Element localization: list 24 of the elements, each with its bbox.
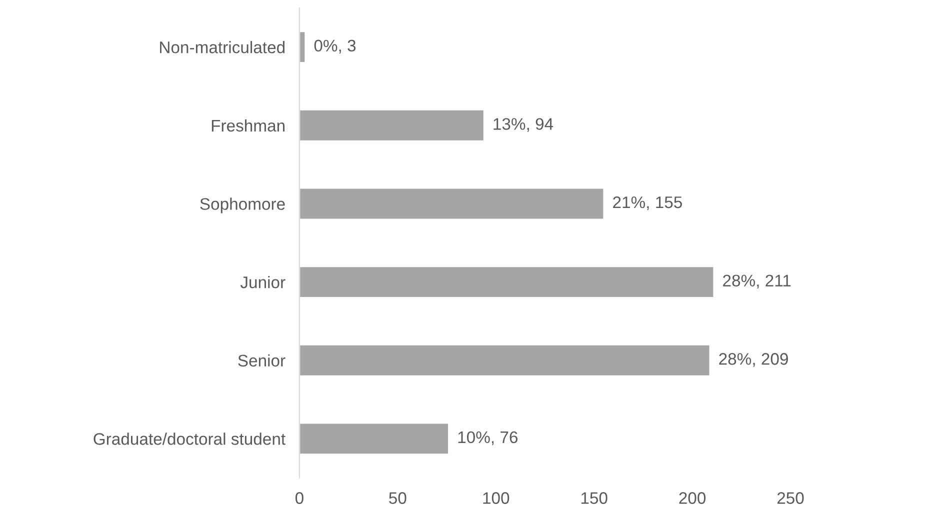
y-tick-label: Graduate/doctoral student — [94, 432, 286, 445]
data-label: 28%, 211 — [723, 274, 791, 288]
y-tick-label: Freshman — [212, 119, 284, 132]
y-tick-label: Sophomore — [200, 198, 285, 214]
y-tick-label: Senior — [238, 354, 286, 367]
data-label: 28%, 209 — [719, 353, 788, 367]
y-tick-label: Junior — [240, 276, 286, 288]
bar — [299, 422, 450, 456]
data-label: 0%, 3 — [314, 40, 356, 54]
bar — [299, 30, 306, 64]
bar — [299, 187, 605, 220]
y-tick-label: Non-matriculated — [160, 41, 285, 54]
bar — [299, 266, 715, 298]
data-label: 10%, 76 — [458, 431, 518, 446]
bar — [299, 109, 485, 142]
x-tick-label: 150 — [581, 492, 608, 504]
x-tick-label: 200 — [679, 492, 706, 504]
data-label: 21%, 155 — [613, 196, 682, 210]
bar — [299, 344, 711, 377]
data-label: 13%, 94 — [494, 118, 554, 132]
x-tick-label: 50 — [389, 492, 406, 504]
x-tick-label: 250 — [777, 492, 804, 504]
x-tick-label: 100 — [483, 492, 510, 504]
x-tick-label: 0 — [295, 492, 304, 504]
